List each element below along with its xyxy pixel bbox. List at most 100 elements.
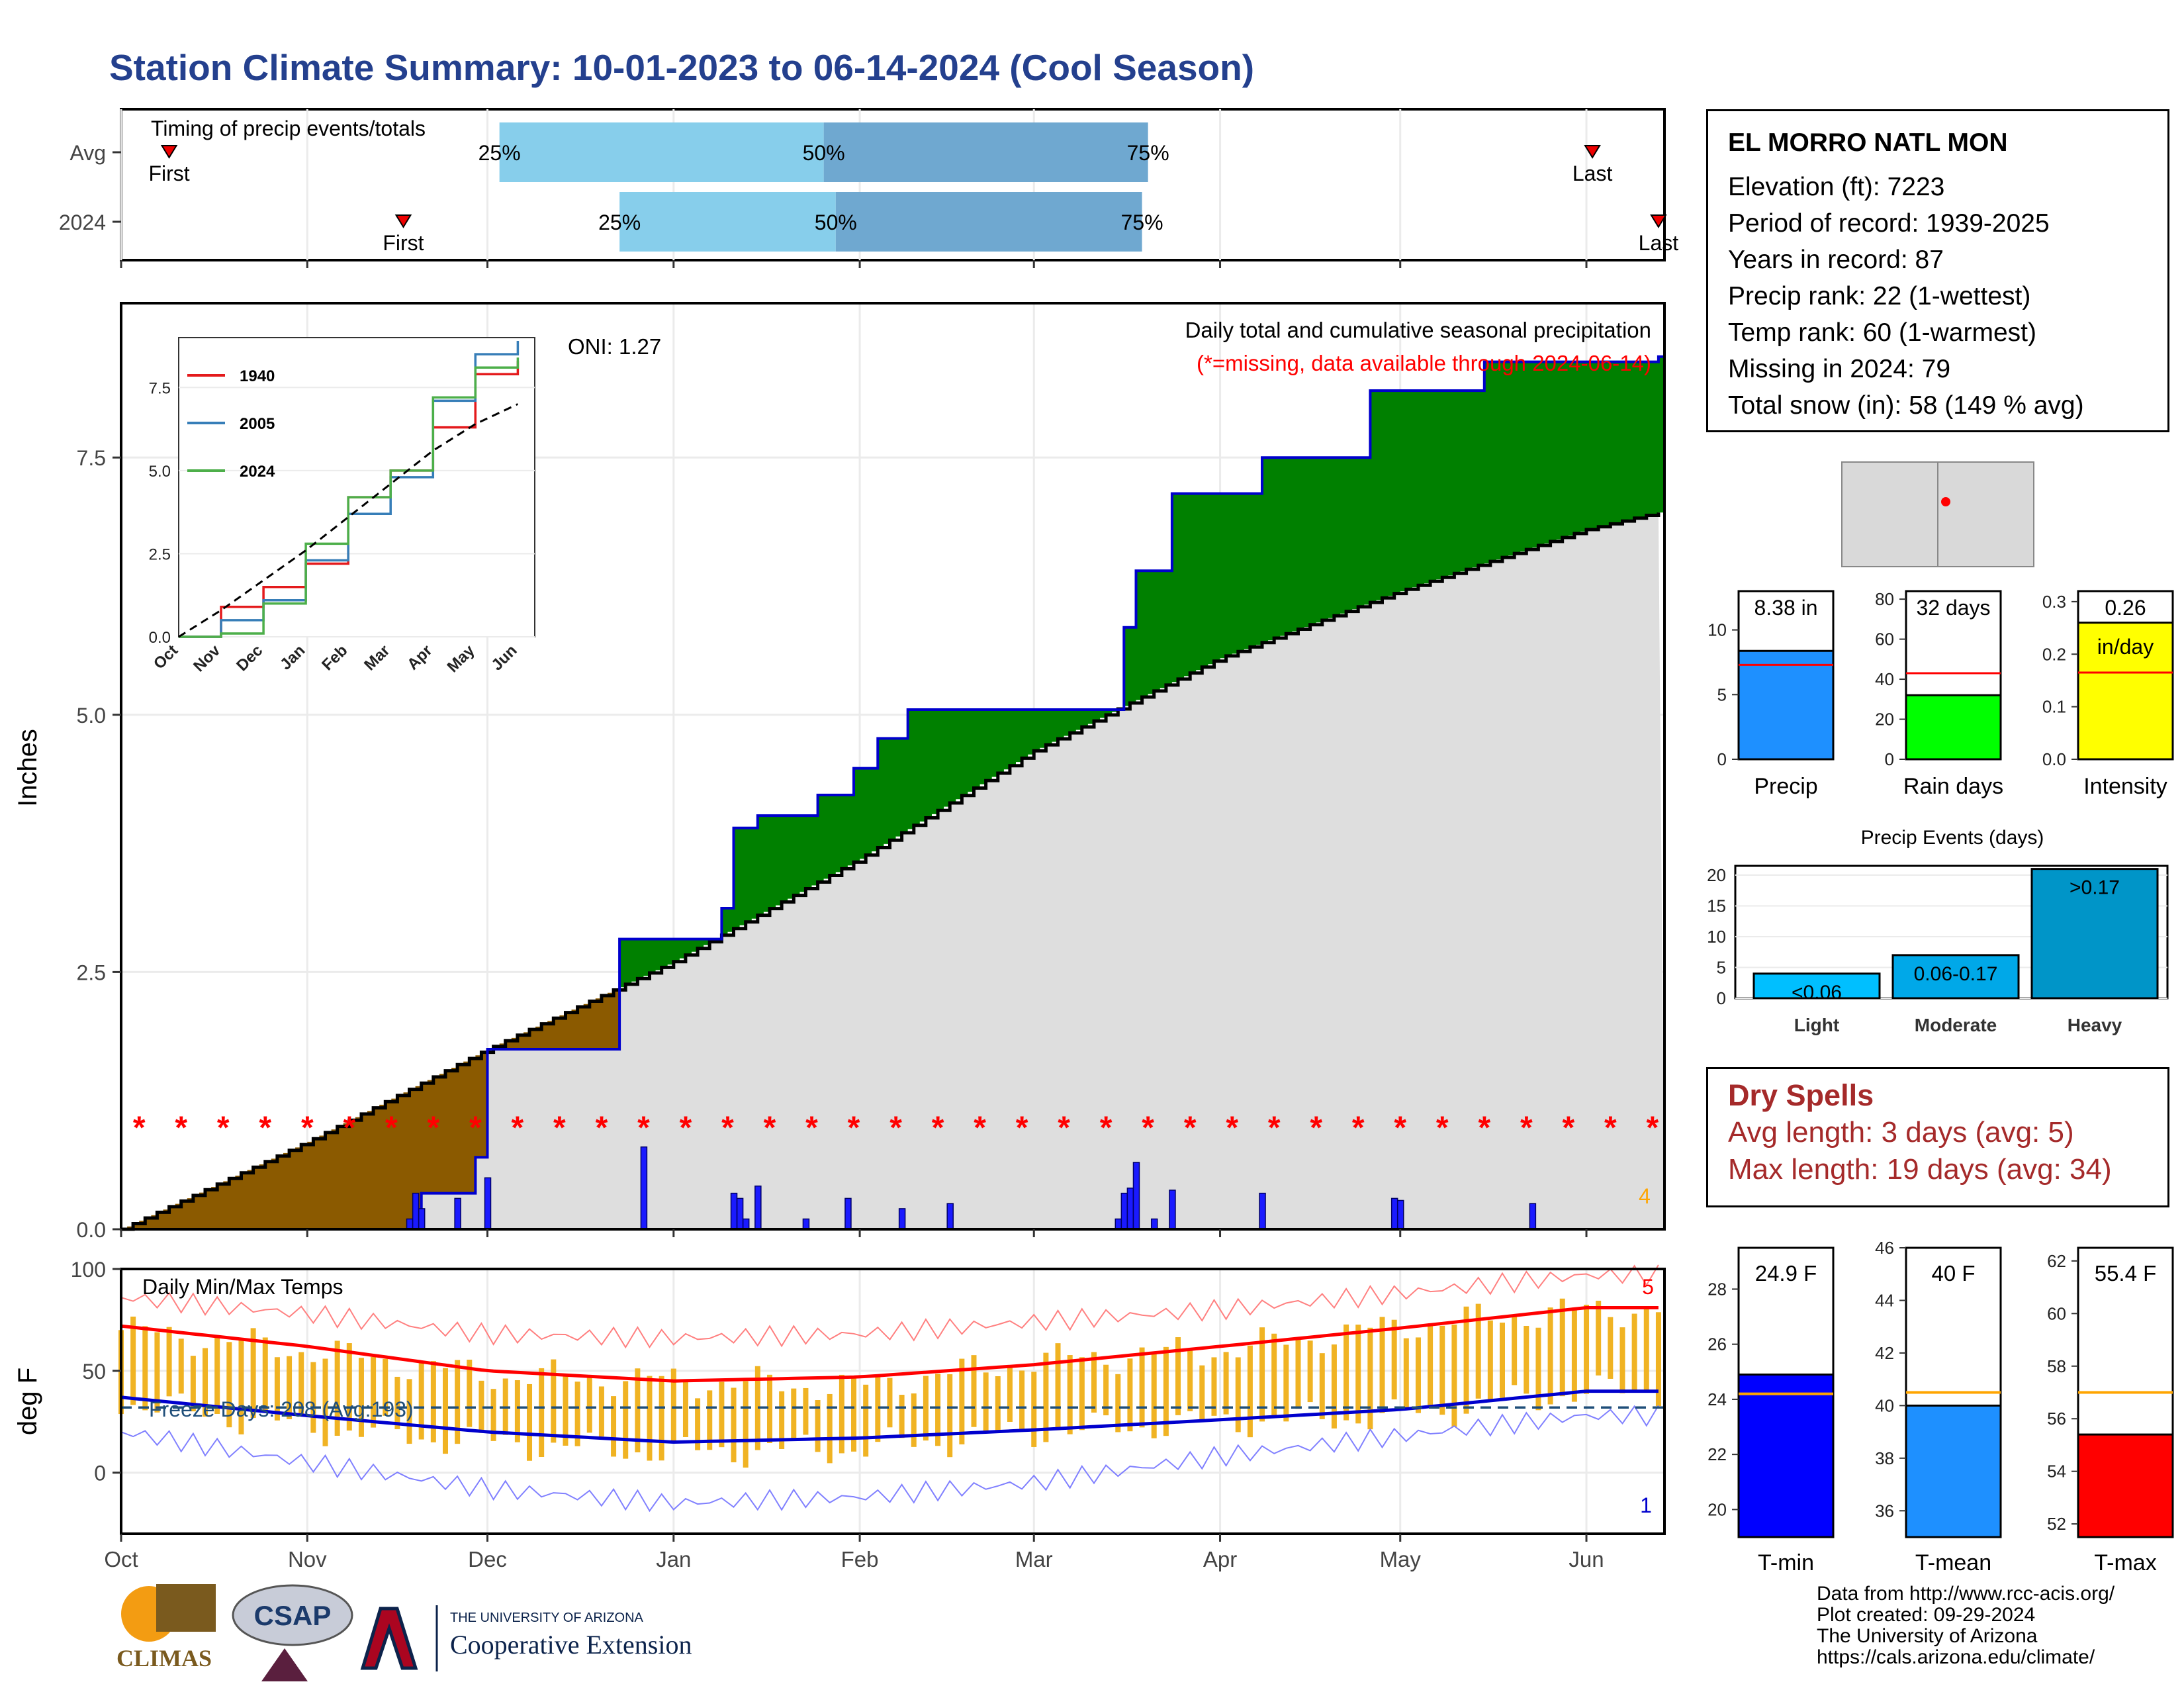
mini-bar-tick-label: 0.1 [2042,697,2066,717]
daily-temp-bar [995,1376,1001,1432]
daily-precip-bar [802,1218,810,1230]
daily-temp-bar [178,1338,184,1394]
temp-x-tick-label: Feb [841,1547,879,1571]
temp-bar-category-label: T-min [1758,1550,1814,1575]
daily-temp-bar [1115,1374,1121,1432]
missing-marker: * [932,1111,944,1146]
daily-temp-bar [563,1374,569,1446]
timing-label-75: 75% [1121,211,1163,234]
daily-temp-bar [1463,1306,1469,1414]
mini-bar-tick-label: 20 [1875,710,1894,729]
timing-label-25: 25% [598,211,641,234]
missing-marker: * [1604,1111,1617,1146]
main-panel-frame [120,302,1666,1231]
ua-logo-a [360,1607,418,1670]
daily-temp-bar [1187,1350,1193,1411]
timing-label-25: 25% [478,141,521,165]
missing-marker: * [848,1111,860,1146]
temp-bar-value [1737,1373,1835,1538]
daily-temp-bar [490,1389,496,1441]
missing-marker: * [680,1111,692,1146]
temp-x-tick-label: May [1380,1547,1422,1571]
events-category-label: Heavy [2068,1015,2122,1035]
mini-bar-tick-label: 40 [1875,669,1894,689]
station-location-dot [1941,497,1950,506]
daily-temp-bar [743,1381,749,1468]
temp-bar-tick-label: 42 [1875,1343,1894,1363]
temp-bar-value [1905,1404,2002,1538]
timing-bar-25-50 [619,192,836,252]
mini-bar-tick-label: 0 [1717,749,1727,769]
inset-y-tick-label: 5.0 [149,463,171,481]
missing-marker: * [1142,1111,1154,1146]
daily-temp-bar [1535,1327,1541,1411]
daily-temp-bar [1307,1340,1313,1403]
main-y-tick-label: 0.0 [77,1218,106,1242]
daily-temp-bar [1547,1307,1553,1405]
daily-temp-bar [1379,1317,1385,1413]
events-bar [1752,972,1881,1000]
missing-marker: * [1268,1111,1281,1146]
daily-temp-bar [659,1376,664,1461]
daily-temp-bar [1343,1324,1349,1421]
daily-temp-bar [827,1393,833,1464]
temp-bar-tick-label: 24 [1707,1389,1727,1409]
mini-bar-value-label: 8.38 in [1754,596,1817,620]
mini-bar-value [2077,622,2174,761]
missing-marker: * [1184,1111,1197,1146]
daily-temp-bar [1067,1355,1073,1434]
daily-temp-bar [1043,1352,1049,1442]
daily-temp-bar [1571,1307,1577,1402]
credit-line-university: The University of Arizona [1817,1625,2038,1647]
daily-temp-bar [1259,1327,1265,1422]
daily-temp-bar [467,1360,473,1427]
timing-row-label: Avg [69,141,106,165]
daily-temp-bar [791,1388,797,1441]
daily-temp-bar [815,1399,821,1452]
daily-precip-bar [484,1177,492,1230]
daily-temp-bar [779,1391,785,1449]
timing-label-75: 75% [1127,141,1169,165]
temp-bar-tick-label: 36 [1875,1501,1894,1521]
daily-precip-bar [1169,1190,1176,1230]
daily-temp-bar [1211,1357,1217,1416]
station-years: Years in record: 87 [1728,246,1944,274]
daily-precip-bar [730,1192,738,1230]
temp-bar-tick-label: 54 [2047,1462,2066,1481]
daily-temp-bar [1103,1364,1109,1416]
daily-temp-bar [1127,1358,1133,1432]
daily-temp-bar [250,1328,256,1419]
surplus-area [619,939,716,988]
daily-temp-bar [371,1356,377,1428]
inset-y-tick-label: 2.5 [149,545,171,563]
daily-temp-bar [527,1383,533,1461]
credit-line-created: Plot created: 09-29-2024 [1817,1604,2036,1626]
daily-temp-bar [226,1342,232,1428]
surplus-area [1124,356,1664,706]
daily-temp-bar [647,1376,653,1461]
daily-temp-bar [1643,1307,1649,1391]
mini-bar-category-label: Rain days [1903,774,2003,799]
events-bar-label: >0.17 [2070,877,2120,899]
avg-cumulative-line [121,512,1661,1231]
daily-precip-bar [946,1203,954,1230]
dry-spells-max: Max length: 19 days (avg: 34) [1728,1153,2112,1186]
missing-marker: * [175,1111,187,1146]
temp-bar-tick-label: 62 [2047,1251,2066,1271]
mini-bar-tick-label: 5 [1717,684,1727,704]
missing-marker: * [1478,1111,1490,1146]
temp-bar-tick-label: 46 [1875,1238,1894,1258]
daily-temp-bar [947,1374,953,1458]
mini-bar-value-label: 32 days [1916,596,1990,620]
missing-marker: * [889,1111,902,1146]
credit-line-url: https://cals.arizona.edu/climate/ [1817,1646,2095,1668]
daily-temp-bar [1235,1357,1241,1432]
daily-temp-bar [1512,1316,1518,1385]
daily-temp-bar [623,1381,629,1459]
missing-count: 4 [1639,1184,1651,1208]
timing-row-label: 2024 [59,211,106,234]
daily-temp-bar [551,1359,557,1443]
daily-precip-bar [898,1208,906,1230]
daily-temp-bar [1223,1352,1229,1415]
station-period: Period of record: 1939-2025 [1728,209,2050,238]
